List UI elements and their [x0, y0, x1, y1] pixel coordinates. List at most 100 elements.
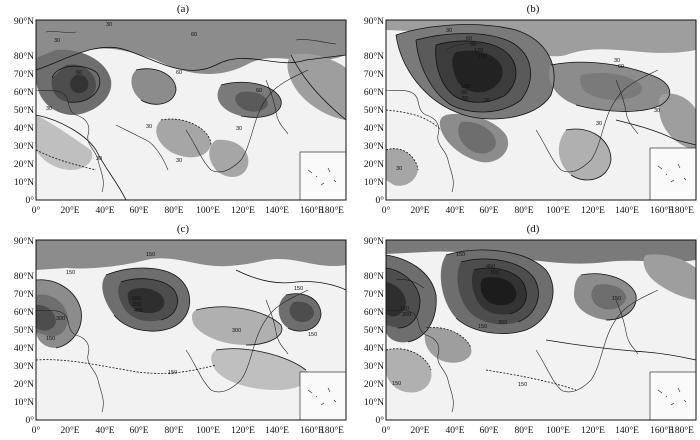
panel-b: (b)	[350, 0, 700, 220]
x-tick: 140°E	[615, 425, 639, 436]
x-tick: 60°E	[479, 205, 498, 216]
y-tick: 70°N	[364, 69, 384, 80]
y-tick: 80°N	[364, 51, 384, 62]
contour-label: 30	[396, 166, 402, 172]
x-tick: 40°E	[95, 425, 114, 436]
y-tick: 30°N	[14, 141, 34, 152]
y-tick: 30°N	[364, 361, 384, 372]
x-tick: 100°E	[196, 205, 220, 216]
x-ticks: 0° 20°E 40°E 60°E 80°E 100°E 120°E 140°E…	[382, 425, 694, 436]
contour-label: 30	[446, 28, 452, 34]
y-tick: 50°N	[14, 325, 34, 336]
y-tick: 30°N	[14, 361, 34, 372]
x-tick: 20°E	[60, 205, 79, 216]
x-tick: 20°E	[60, 425, 79, 436]
x-tick: 160°E	[300, 205, 324, 216]
contour-label: 60	[76, 70, 82, 76]
x-tick: 140°E	[265, 425, 289, 436]
y-tick: 50°N	[14, 105, 34, 116]
x-tick: 180°E	[670, 205, 694, 216]
contour-label: 30	[146, 124, 152, 130]
x-tick: 20°E	[410, 205, 429, 216]
contour-label: 150	[478, 54, 487, 60]
contour-label: 60	[176, 70, 182, 76]
x-ticks: 0° 20°E 40°E 60°E 80°E 100°E 120°E 140°E…	[382, 205, 694, 216]
y-tick: 40°N	[14, 123, 34, 134]
panel-a: (a)	[0, 0, 350, 220]
contour-label: 30	[484, 98, 490, 104]
contour-label: 60	[618, 64, 624, 70]
x-tick: 180°E	[670, 425, 694, 436]
y-tick: 70°N	[14, 69, 34, 80]
x-tick: 100°E	[196, 425, 220, 436]
x-tick: 120°E	[581, 205, 605, 216]
y-tick: 30°N	[364, 141, 384, 152]
x-tick: 120°E	[231, 205, 255, 216]
contour-label: 300	[132, 296, 141, 302]
x-tick: 120°E	[231, 425, 255, 436]
x-tick: 160°E	[300, 425, 324, 436]
y-tick: 90°N	[364, 236, 384, 247]
y-tick: 90°N	[14, 236, 34, 247]
contour-label: 150	[400, 306, 409, 312]
contour-label: 300	[232, 328, 241, 334]
y-tick: 50°N	[364, 105, 384, 116]
contour-label: 300	[56, 316, 65, 322]
contour-label: 30	[46, 106, 52, 112]
contour-label: 150	[132, 302, 141, 308]
y-tick: 0°	[375, 195, 384, 206]
contour-label: 30	[596, 121, 602, 127]
contour-label: 30	[96, 156, 102, 162]
y-tick: 60°N	[364, 307, 384, 318]
panel-d-svg: (d)	[364, 223, 697, 436]
contour-label: 90	[461, 90, 467, 96]
contour-label: 150	[612, 296, 621, 302]
x-tick: 60°E	[129, 425, 148, 436]
panel-title: (d)	[527, 223, 540, 235]
contour-label: 300	[402, 312, 411, 318]
contour-label: 120	[474, 48, 483, 54]
y-tick: 10°N	[364, 177, 384, 188]
y-tick: 0°	[25, 195, 34, 206]
y-tick: 40°N	[364, 343, 384, 354]
y-ticks: 0° 10°N 20°N 30°N 40°N 50°N 60°N 70°N 80…	[14, 16, 34, 206]
contour-label: 120	[461, 84, 470, 90]
contour-label: 150	[478, 324, 487, 330]
contour-label: 450	[486, 264, 495, 270]
x-tick: 180°E	[320, 205, 344, 216]
x-tick: 160°E	[650, 205, 674, 216]
y-tick: 90°N	[364, 16, 384, 27]
x-tick: 80°E	[514, 425, 533, 436]
x-ticks: 0° 20°E 40°E 60°E 80°E 100°E 120°E 140°E…	[32, 425, 344, 436]
contour-label: 150	[168, 370, 177, 376]
y-tick: 50°N	[364, 325, 384, 336]
y-tick: 80°N	[364, 271, 384, 282]
x-tick: 40°E	[445, 205, 464, 216]
contour-label: 150	[392, 381, 401, 387]
panel-c: (c)	[0, 220, 350, 440]
x-tick: 0°	[382, 425, 391, 436]
y-tick: 20°N	[364, 159, 384, 170]
y-tick: 60°N	[364, 87, 384, 98]
contour-label: 150	[66, 270, 75, 276]
y-tick: 20°N	[14, 379, 34, 390]
contour-label: 60	[191, 32, 197, 38]
x-tick: 60°E	[129, 205, 148, 216]
contour-label: 150	[456, 252, 465, 258]
contour-label: 30	[654, 108, 660, 114]
contour-label: 150	[518, 382, 527, 388]
y-tick: 60°N	[14, 307, 34, 318]
y-tick: 40°N	[364, 123, 384, 134]
x-tick: 120°E	[581, 425, 605, 436]
contour-label: 300	[498, 320, 507, 326]
contour-label: 150	[308, 332, 317, 338]
x-ticks: 0° 20°E 40°E 60°E 80°E 100°E 120°E 140°E…	[32, 205, 344, 216]
contour-label: 90	[470, 42, 476, 48]
x-tick: 0°	[32, 205, 41, 216]
x-tick: 140°E	[615, 205, 639, 216]
contour-label: 60	[466, 36, 472, 42]
y-tick: 10°N	[14, 177, 34, 188]
y-tick: 80°N	[14, 271, 34, 282]
contour-label: 150	[146, 252, 155, 258]
